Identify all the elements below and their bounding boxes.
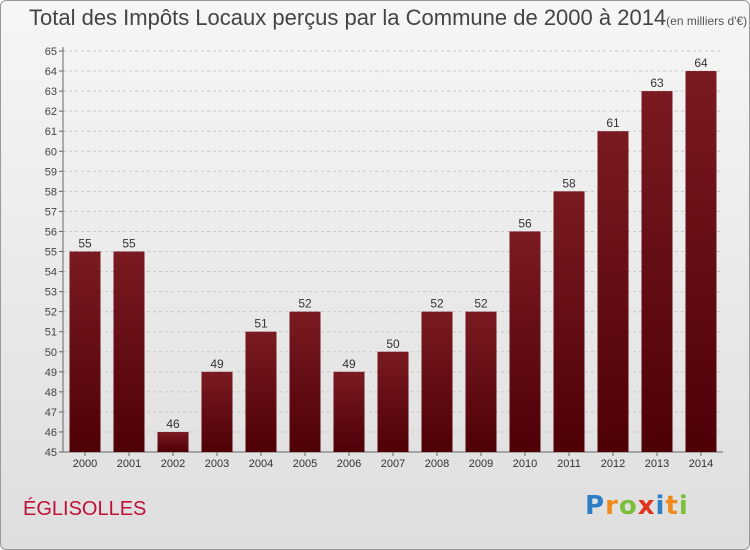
y-tick-label: 48 xyxy=(45,387,57,399)
bar-value-label: 55 xyxy=(78,237,92,251)
x-tick-label: 2004 xyxy=(249,458,273,470)
x-tick-label: 2001 xyxy=(117,458,141,470)
y-tick-label: 45 xyxy=(45,447,57,459)
chart-title-text: Total des Impôts Locaux perçus par la Co… xyxy=(29,5,667,30)
y-tick-label: 49 xyxy=(45,367,57,379)
x-tick-label: 2010 xyxy=(513,458,537,470)
bar-value-label: 51 xyxy=(254,317,268,331)
y-tick-label: 47 xyxy=(45,407,57,419)
bar-value-label: 52 xyxy=(430,297,444,311)
x-tick-label: 2005 xyxy=(293,458,317,470)
x-tick-label: 2008 xyxy=(425,458,449,470)
bar xyxy=(113,251,145,452)
x-tick-label: 2014 xyxy=(689,458,713,470)
bar-value-label: 46 xyxy=(166,417,180,431)
y-tick-label: 59 xyxy=(45,166,57,178)
y-tick-label: 61 xyxy=(45,126,57,138)
bar xyxy=(201,371,233,452)
bar xyxy=(465,311,497,452)
bar-value-label: 61 xyxy=(606,116,620,130)
y-tick-label: 60 xyxy=(45,146,57,158)
x-tick-label: 2009 xyxy=(469,458,493,470)
value-labels: 55 55 46 49 51 52 49 50 52 52 56 58 61 63 64 xyxy=(78,56,708,431)
bar-value-label: 56 xyxy=(518,216,532,230)
logo-letter: o xyxy=(618,491,638,521)
x-tick-label: 2003 xyxy=(205,458,229,470)
x-tick-label: 2006 xyxy=(337,458,361,470)
bar-value-label: 55 xyxy=(122,237,136,251)
y-tick-label: 53 xyxy=(45,287,57,299)
bar-value-label: 50 xyxy=(386,337,400,351)
y-tick-label: 63 xyxy=(45,86,57,98)
y-tick-label: 50 xyxy=(45,347,57,359)
y-tick-label: 56 xyxy=(45,226,57,238)
bar-value-label: 64 xyxy=(694,56,708,70)
x-tick-label: 2013 xyxy=(645,458,669,470)
x-tick-label: 2011 xyxy=(557,458,581,470)
bar xyxy=(289,311,321,452)
x-tick-label: 2002 xyxy=(161,458,185,470)
x-tick-label: 2007 xyxy=(381,458,405,470)
y-tick-label: 46 xyxy=(45,427,57,439)
bar-value-label: 49 xyxy=(210,357,224,371)
logo-letter: x xyxy=(637,491,656,521)
chart-title: Total des Impôts Locaux perçus par la Co… xyxy=(29,5,747,31)
chart-unit: (en milliers d'€) xyxy=(666,14,748,28)
y-tick-label: 65 xyxy=(45,46,57,58)
bars xyxy=(69,71,717,453)
bar xyxy=(157,431,189,452)
bar xyxy=(421,311,453,452)
y-tick-label: 57 xyxy=(45,206,57,218)
bar-value-label: 52 xyxy=(298,297,312,311)
commune-name: ÉGLISOLLES xyxy=(23,498,147,520)
bar xyxy=(245,331,277,452)
bar-value-label: 52 xyxy=(474,297,488,311)
axes: 45 46 47 48 49 50 51 52 53 54 55 56 57 58 59 60 61 62 63 64… xyxy=(45,46,723,470)
bar xyxy=(377,351,409,452)
bar-value-label: 58 xyxy=(562,176,576,190)
y-tick-label: 58 xyxy=(45,186,57,198)
x-tick-label: 2000 xyxy=(73,458,97,470)
y-tick-label: 52 xyxy=(45,307,57,319)
y-tick-label: 62 xyxy=(45,106,57,118)
logo-letter: i xyxy=(678,491,689,521)
bar xyxy=(509,231,541,452)
y-tick-label: 54 xyxy=(45,267,57,279)
y-tick-label: 64 xyxy=(45,66,57,78)
logo-letter: i xyxy=(655,491,666,521)
proxiti-logo: Proxiti xyxy=(585,491,689,521)
bar xyxy=(553,191,585,452)
y-tick-label: 51 xyxy=(45,327,57,339)
bar-value-label: 49 xyxy=(342,357,356,371)
bar xyxy=(333,371,365,452)
bar xyxy=(685,71,717,453)
bar xyxy=(597,131,629,452)
y-tick-label: 55 xyxy=(45,247,57,259)
x-tick-label: 2012 xyxy=(601,458,625,470)
logo-letter: P xyxy=(585,491,606,521)
bar xyxy=(641,91,673,452)
bar xyxy=(69,251,101,452)
logo-letter: r xyxy=(605,491,619,521)
logo-letter: t xyxy=(665,491,679,521)
bar-value-label: 63 xyxy=(650,76,664,90)
